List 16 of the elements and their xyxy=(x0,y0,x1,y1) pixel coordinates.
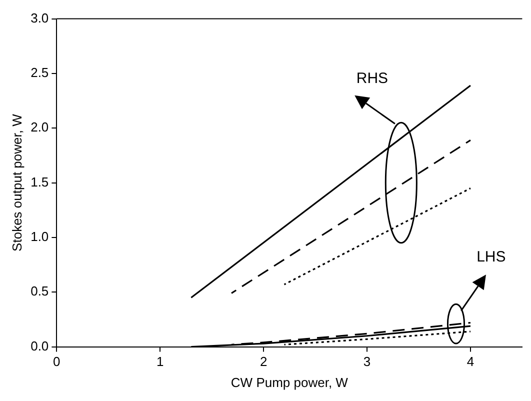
x-axis-title: CW Pump power, W xyxy=(230,374,349,390)
y-tick-label: 3.0 xyxy=(30,10,49,26)
x-tick-label: 1 xyxy=(156,354,164,370)
y-tick-label: 1.0 xyxy=(30,229,49,244)
y-tick-label: 2.0 xyxy=(30,120,49,135)
x-tick-label: 0 xyxy=(53,354,60,370)
y-axis-title: Stokes output power, W xyxy=(9,113,24,252)
x-tick-label: 3 xyxy=(363,354,371,370)
y-tick-label: 1.5 xyxy=(30,174,49,190)
x-tick-label: 4 xyxy=(466,354,474,370)
y-tick-label: 0.0 xyxy=(30,338,49,354)
y-tick-label: 2.5 xyxy=(30,65,49,80)
x-tick-label: 2 xyxy=(260,354,268,370)
annotation: RHS xyxy=(356,70,388,88)
annotation: LHS xyxy=(476,248,506,266)
y-tick-label: 0.5 xyxy=(30,284,49,299)
